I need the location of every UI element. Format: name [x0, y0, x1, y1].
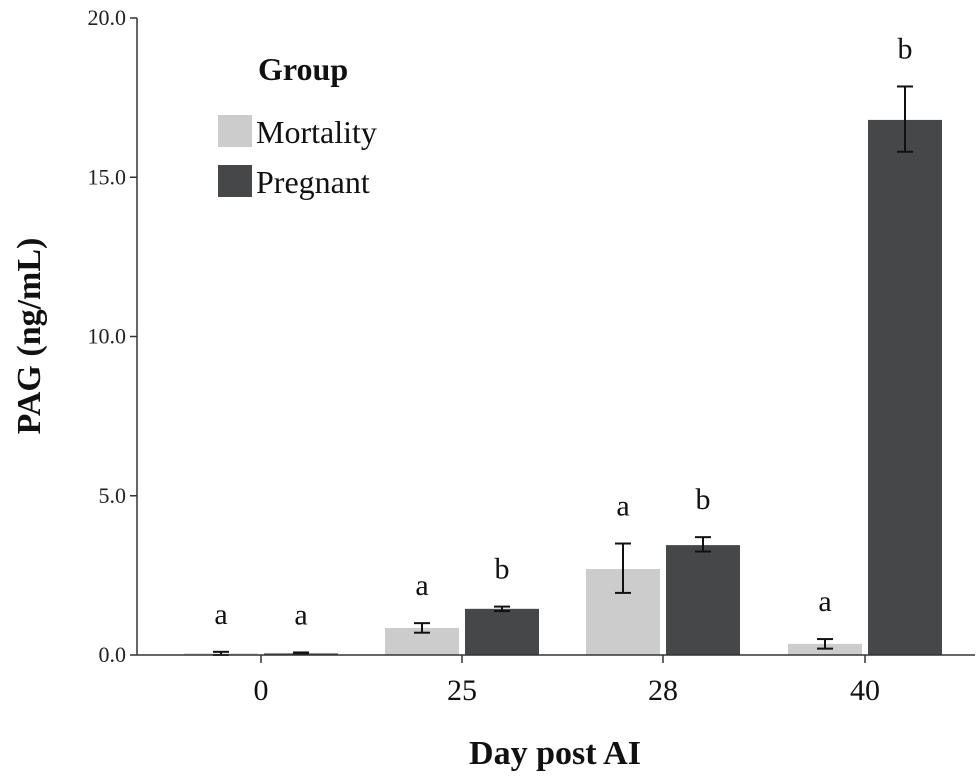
sig-label-mortality-40: a	[818, 585, 831, 618]
x-tick-label-25: 25	[447, 674, 477, 707]
x-tick-label-0: 0	[254, 674, 269, 707]
legend: Group Mortality Pregnant	[218, 51, 377, 200]
legend-label-pregnant: Pregnant	[256, 164, 370, 200]
y-tick-label-15.0: 15.0	[88, 164, 127, 189]
sig-label-mortality-0: a	[214, 598, 227, 631]
bar-pregnant-28	[666, 545, 740, 655]
legend-swatch-mortality	[218, 115, 252, 147]
legend-label-mortality: Mortality	[256, 114, 377, 150]
legend-swatch-pregnant	[218, 165, 252, 197]
sig-label-pregnant-0: a	[294, 598, 307, 631]
sig-label-pregnant-40: b	[898, 32, 913, 65]
sig-label-pregnant-28: b	[696, 483, 711, 516]
sig-label-mortality-28: a	[616, 490, 629, 523]
sig-label-pregnant-25: b	[495, 553, 510, 586]
y-tick-label-5.0: 5.0	[99, 483, 127, 508]
sig-label-mortality-25: a	[415, 569, 428, 602]
sig-labels-layer: a a a a a b b b	[214, 32, 912, 631]
legend-title: Group	[258, 51, 348, 87]
y-axis-title: PAG (ng/mL)	[11, 238, 48, 435]
y-tick-label-10.0: 10.0	[88, 324, 127, 349]
error-bars-layer	[213, 85, 913, 656]
bar-pregnant-25	[465, 608, 539, 655]
x-axis-title: Day post AI	[469, 735, 641, 772]
x-tick-label-28: 28	[648, 674, 678, 707]
ticks-layer: 0.0 5.0 10.0 15.0 20.0 0 25 28 40	[88, 5, 881, 707]
bar-pregnant-40	[868, 119, 942, 656]
y-tick-label-20.0: 20.0	[88, 5, 127, 30]
x-tick-label-40: 40	[850, 674, 880, 707]
y-tick-label-0.0: 0.0	[99, 642, 127, 667]
bars-layer	[184, 119, 942, 656]
